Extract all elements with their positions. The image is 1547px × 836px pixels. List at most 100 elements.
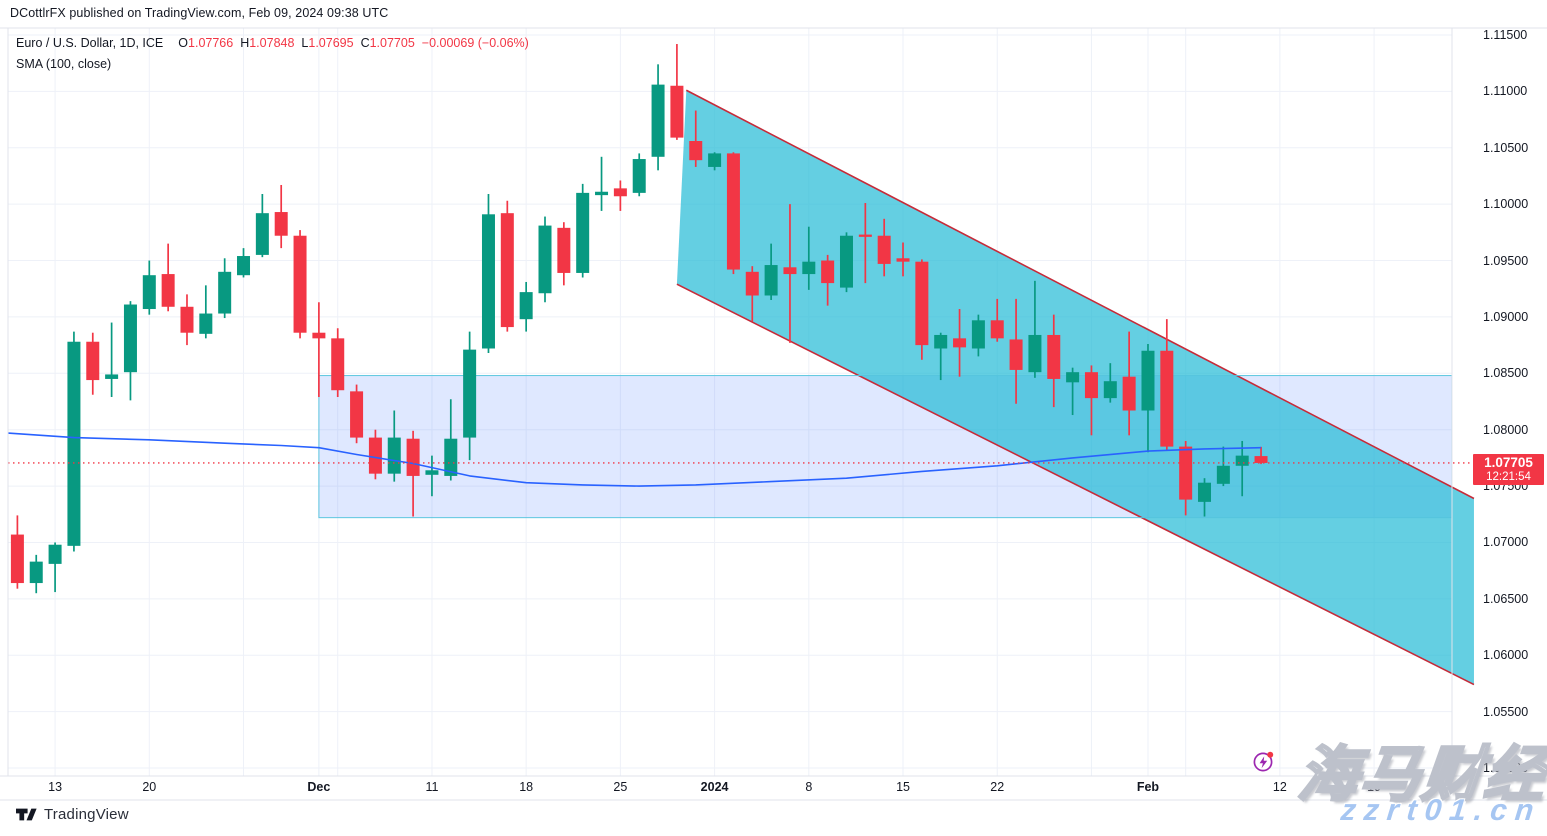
candle <box>180 306 194 333</box>
price-axis-label: 1.09500 <box>1483 253 1529 268</box>
candle <box>783 267 797 275</box>
bar-countdown: 12:21:54 <box>1486 470 1531 483</box>
ohlc-key: O <box>178 36 189 50</box>
candle <box>689 141 703 161</box>
candle <box>293 235 307 333</box>
tradingview-footer: TradingView <box>16 806 129 823</box>
price-axis-label: 1.10000 <box>1483 197 1529 212</box>
time-axis-label: 22 <box>990 780 1005 794</box>
time-axis-label: Dec <box>307 780 331 794</box>
candle <box>368 437 382 474</box>
candle <box>1066 372 1080 383</box>
symbol-title[interactable]: Euro / U.S. Dollar, 1D, ICE <box>16 36 164 50</box>
candle <box>802 261 816 275</box>
sma-line[interactable] <box>7 432 1262 487</box>
candle <box>350 391 364 438</box>
price-axis-label: 1.11000 <box>1483 84 1528 99</box>
candle <box>764 265 778 296</box>
candle <box>444 438 458 476</box>
candle <box>519 292 533 320</box>
candle <box>632 159 646 193</box>
ohlc-value: 1.07695 <box>308 36 354 50</box>
candle <box>86 341 100 381</box>
candle <box>576 192 590 273</box>
candle <box>29 561 43 584</box>
ohlc-key: C <box>360 36 370 50</box>
candle <box>425 470 439 475</box>
candle <box>142 275 156 310</box>
time-axis-label: 25 <box>613 780 628 794</box>
publish-attribution: DCottlrFX published on TradingView.com, … <box>10 6 389 20</box>
candle <box>1122 376 1136 411</box>
tradingview-brand-text[interactable]: TradingView <box>44 806 129 823</box>
candle <box>10 534 24 584</box>
ohlc-key: H <box>240 36 250 50</box>
candle <box>1198 482 1212 502</box>
candle <box>745 271 759 296</box>
descending-channel[interactable] <box>676 90 1474 685</box>
ohlc-key: L <box>301 36 309 50</box>
last-price-value: 1.07705 <box>1484 454 1533 470</box>
last-price-label: 1.07705 12:21:54 <box>1473 453 1544 486</box>
candle <box>858 234 872 237</box>
candle <box>1216 465 1230 484</box>
candle <box>821 260 835 284</box>
chart-legend: Euro / U.S. Dollar, 1D, ICE O1.07766 H1.07… <box>16 36 529 71</box>
channel-lower-border[interactable] <box>676 283 1475 686</box>
candle <box>595 191 609 196</box>
time-axis-label: 13 <box>48 780 63 794</box>
flash-event-icon[interactable] <box>1252 750 1276 774</box>
price-axis[interactable]: 1.11500 1.11000 1.10500 1.10000 1.09500 1.090… <box>1452 28 1547 776</box>
candle <box>726 153 740 270</box>
candle <box>67 341 81 546</box>
price-axis-label: 1.08500 <box>1483 366 1529 381</box>
candle <box>237 256 251 276</box>
candle <box>199 313 213 334</box>
channel-upper-border[interactable] <box>685 89 1475 500</box>
price-axis-label: 1.09000 <box>1483 309 1529 324</box>
change-value: −0.00069 (−0.06%) <box>421 36 529 50</box>
candle <box>48 544 62 564</box>
indicator-label[interactable]: SMA (100, close) <box>16 57 112 71</box>
candle <box>387 437 401 474</box>
candle <box>500 213 514 328</box>
notification-dot <box>1267 751 1274 758</box>
time-axis[interactable]: 13 20 Dec 11 18 25 2024 8 15 22 Feb 12 19 <box>0 776 1547 800</box>
price-axis-label: 1.11500 <box>1483 28 1528 42</box>
price-axis-label: 1.10500 <box>1483 140 1529 155</box>
price-axis-label: 1.08000 <box>1483 422 1529 437</box>
candle <box>708 153 722 167</box>
candle <box>274 212 288 236</box>
time-axis-label: 8 <box>805 780 813 794</box>
ohlc-value: 1.07766 <box>188 36 234 50</box>
candle <box>406 438 420 476</box>
ohlc-value: 1.07705 <box>369 36 415 50</box>
candle <box>1235 455 1249 466</box>
time-axis-label: 11 <box>425 780 439 794</box>
ohlc-value: 1.07848 <box>249 36 295 50</box>
time-axis-label: 12 <box>1272 780 1287 794</box>
price-axis-label: 1.06500 <box>1483 591 1529 606</box>
candle <box>1179 446 1193 500</box>
candle <box>463 349 477 438</box>
candle <box>255 213 269 255</box>
candle <box>1028 334 1042 373</box>
candle <box>1084 372 1098 399</box>
candle <box>1160 350 1174 447</box>
candle <box>877 235 891 264</box>
candle <box>1047 334 1061 379</box>
price-axis-label: 1.05000 <box>1483 760 1529 775</box>
candle <box>651 84 665 157</box>
price-axis-label: 1.06000 <box>1483 648 1529 663</box>
candle <box>1009 339 1023 370</box>
price-axis-label: 1.07000 <box>1483 535 1529 550</box>
candle <box>538 225 552 294</box>
time-axis-label: 2024 <box>700 780 729 794</box>
candle <box>1141 350 1155 411</box>
tradingview-logo-icon[interactable] <box>16 807 37 822</box>
candle <box>105 374 119 379</box>
candle <box>990 320 1004 339</box>
candle <box>953 338 967 348</box>
